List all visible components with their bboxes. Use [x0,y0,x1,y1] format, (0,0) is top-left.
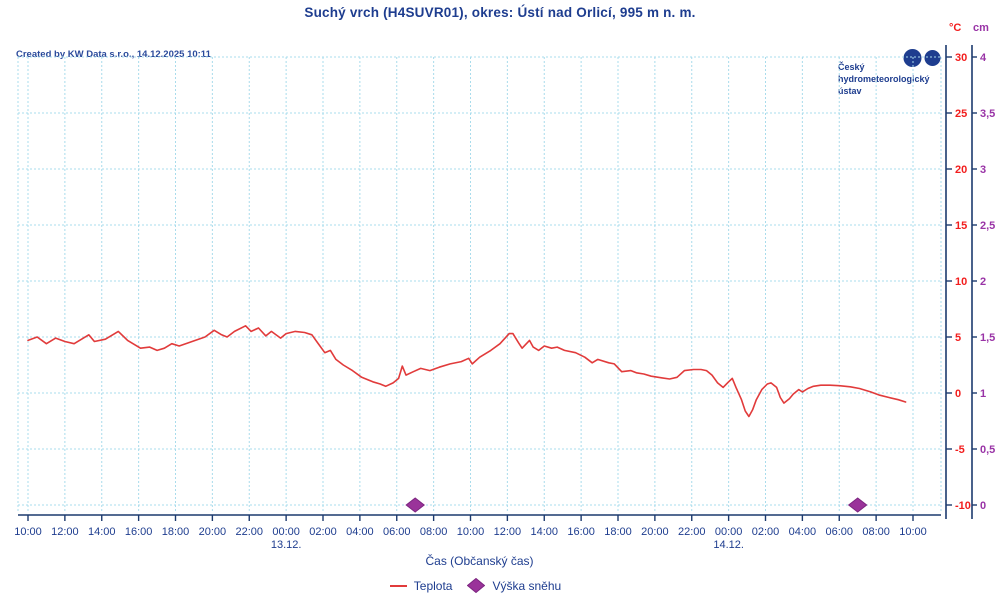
x-tick-label: 10:00 [899,526,927,538]
x-tick-label: 08:00 [420,526,448,538]
temp-axis-tick-label: -10 [955,500,971,512]
snow-axis-tick-label: 3 [980,164,986,176]
chmi-logo-line3: ústav [838,86,862,96]
snow-axis-tick-label: 4 [980,52,987,64]
created-by-note: Created by KW Data s.r.o., 14.12.2025 10… [16,49,211,60]
temp-axis-tick-label: 10 [955,276,967,288]
temp-axis-unit-label: °C [949,22,962,34]
x-tick-label: 02:00 [752,526,780,538]
temp-axis-tick-label: 5 [955,332,961,344]
x-tick-label: 10:00 [14,526,42,538]
x-tick-label: 06:00 [383,526,411,538]
x-tick-label: 12:00 [51,526,79,538]
x-axis-title: Čas (Občanský čas) [425,554,534,568]
x-date-label: 14.12. [713,539,744,551]
temp-axis-tick-label: -5 [955,444,965,456]
x-tick-label: 14:00 [88,526,116,538]
x-tick-label: 22:00 [678,526,706,538]
snow-axis-tick-label: 3,5 [980,108,995,120]
x-tick-label: 06:00 [825,526,853,538]
snow-axis-tick-label: 1,5 [980,332,995,344]
snow-axis-tick-label: 1 [980,388,986,400]
x-tick-label: 00:00 [715,526,743,538]
snow-axis-tick-label: 0,5 [980,444,995,456]
x-tick-label: 08:00 [862,526,890,538]
chmi-logo-line1: Český [838,62,865,72]
legend-temp-label: Teplota [413,578,453,593]
x-tick-label: 04:00 [346,526,374,538]
x-tick-label: 22:00 [235,526,263,538]
x-tick-label: 18:00 [162,526,190,538]
x-tick-label: 20:00 [199,526,227,538]
x-tick-label: 16:00 [567,526,595,538]
x-tick-label: 20:00 [641,526,669,538]
chart-legend: Teplota Výška sněhu [18,578,941,593]
x-tick-label: 16:00 [125,526,153,538]
temp-axis-tick-label: 30 [955,52,967,64]
page-title: Suchý vrch (H4SUVR01), okres: Ústí nad O… [304,5,696,20]
x-tick-label: 10:00 [457,526,485,538]
snow-axis-tick-label: 2 [980,276,986,288]
legend-snow-diamond-swatch [467,578,486,593]
temp-axis-tick-label: 0 [955,388,961,400]
chmi-logo-line2: hydrometeorologický [838,74,930,84]
chmi-logo-text: Český hydrometeorologický ústav [838,61,958,97]
legend-temp-line-swatch [389,584,407,587]
temp-axis-tick-label: 20 [955,164,967,176]
legend-snow-label: Výška sněhu [492,578,562,593]
snow-height-marker [405,497,426,513]
x-tick-label: 12:00 [494,526,522,538]
snow-height-marker [847,497,868,513]
x-date-label: 13.12. [271,539,302,551]
x-tick-label: 00:00 [272,526,300,538]
x-tick-label: 04:00 [789,526,817,538]
snow-axis-tick-label: 2,5 [980,220,995,232]
temp-axis-tick-label: 25 [955,108,967,120]
snow-axis-unit-label: cm [973,22,989,34]
x-tick-label: 18:00 [604,526,632,538]
temperature-line [27,324,907,418]
snow-axis-tick-label: 0 [980,500,986,512]
x-tick-label: 14:00 [530,526,558,538]
temp-axis-tick-label: 15 [955,220,967,232]
x-tick-label: 02:00 [309,526,337,538]
